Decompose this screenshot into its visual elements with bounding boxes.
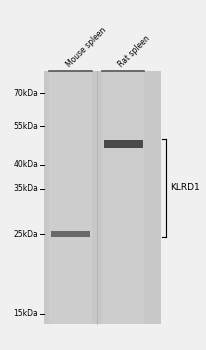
Text: 55kDa: 55kDa [14,122,38,131]
Text: Mouse spleen: Mouse spleen [64,26,108,69]
Bar [102,71,144,324]
Bar [49,71,92,324]
Bar [44,71,161,324]
Text: KLRD1: KLRD1 [170,183,200,192]
Text: 40kDa: 40kDa [14,160,38,169]
Text: 70kDa: 70kDa [14,89,38,98]
Text: 15kDa: 15kDa [14,309,38,318]
Text: Rat spleen: Rat spleen [117,34,152,69]
Text: 35kDa: 35kDa [14,184,38,194]
Text: 25kDa: 25kDa [14,230,38,239]
